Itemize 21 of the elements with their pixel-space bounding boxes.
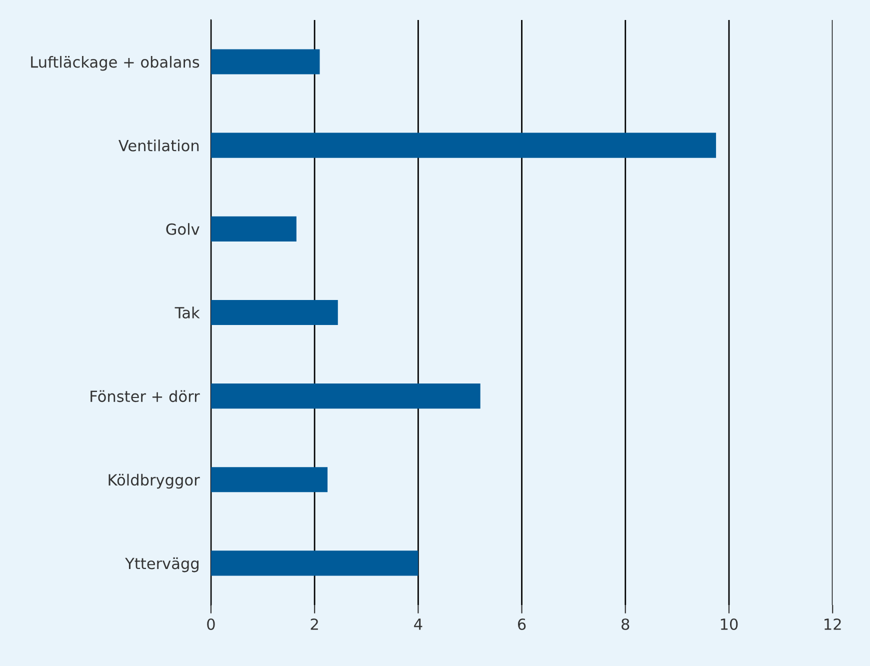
y-tick-label: Tak [174, 306, 200, 319]
bar [210, 384, 480, 409]
y-tick-label: Ventilation [118, 140, 199, 152]
x-tick-label: 2 [310, 618, 318, 630]
y-tick-label: Fönster + dörr [90, 390, 200, 402]
bar [210, 550, 418, 576]
x-tick-label: 4 [414, 618, 422, 630]
x-tick-label: 10 [720, 618, 738, 630]
x-tick-label: 8 [622, 618, 630, 630]
y-tick-label: Köldbryggor [108, 474, 200, 489]
bar [210, 49, 320, 74]
y-tick-label: Golv [166, 223, 200, 235]
y-tick-label: Luftläckage + obalans [31, 56, 200, 71]
bar [210, 300, 338, 326]
x-tick-label: 12 [824, 618, 841, 630]
x-tick-label: 0 [207, 618, 215, 630]
y-tick-label: Yttervägg [125, 557, 198, 572]
x-tick-label: 6 [518, 618, 526, 630]
bar [210, 467, 328, 492]
bar [210, 216, 296, 242]
bar [210, 132, 716, 158]
